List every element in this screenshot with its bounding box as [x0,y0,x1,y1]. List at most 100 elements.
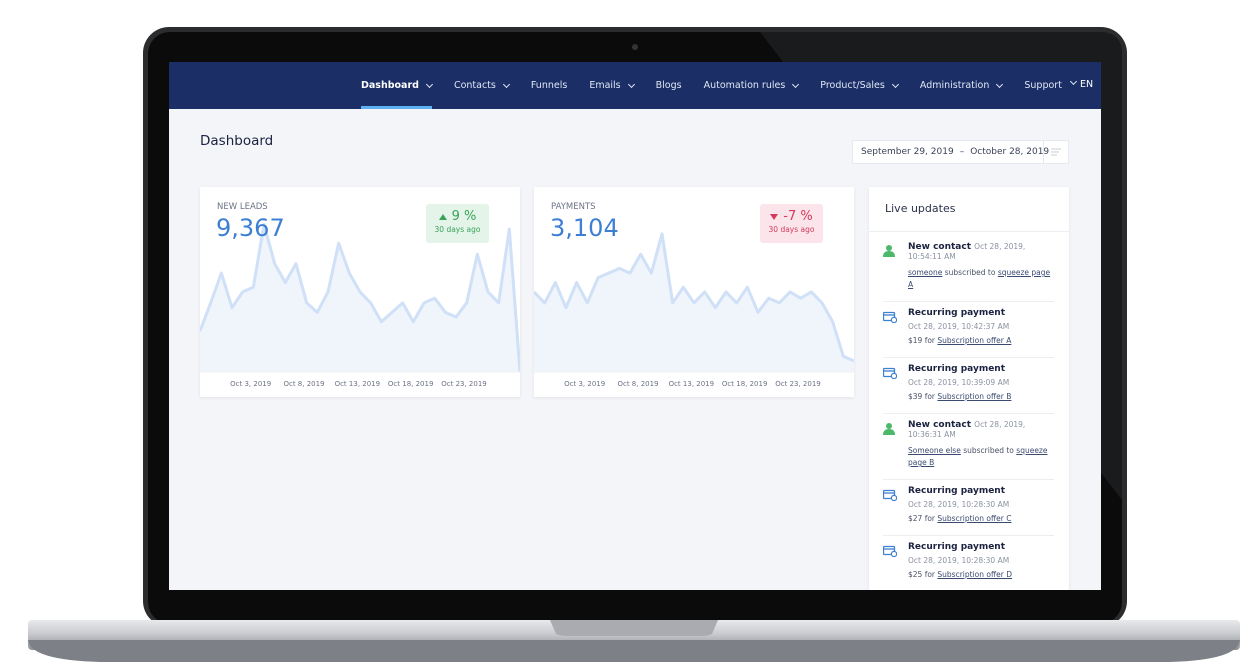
icon-cycle [890,494,897,501]
change-period: 30 days ago [768,225,815,234]
item-text: $25 for Subscription offer D [908,569,1054,581]
item-time: Oct 28, 2019, 10:54:11 AM [908,242,1026,261]
card-label: NEW LEADS [217,202,268,212]
item-heading: Recurring payment [908,486,1006,496]
change-value: 9 % [451,209,477,224]
item-link[interactable]: squeeze page B [908,446,1048,467]
item-text-part: $39 for [908,392,938,401]
x-tick-label: Oct 3, 2019 [230,380,271,388]
nav-item[interactable]: Blogs [656,62,682,109]
nav-item[interactable]: Dashboard [361,62,433,109]
payment-icon [883,311,897,323]
item-time: Oct 28, 2019, 10:28:30 AM [908,500,1010,509]
live-updates: Live updates New contact Oct 28, 2019, 1… [869,187,1069,590]
line [534,232,854,363]
icon-card [883,489,896,500]
page-title: Dashboard [200,133,274,149]
nav-item[interactable]: Support [1024,62,1062,109]
item-text-part: $27 for [908,514,938,523]
language[interactable]: EN [1080,79,1094,90]
nav-bar: Dashboard Contacts Funnels Emails Blogs Autom… [169,62,1101,109]
icon-head [886,423,892,429]
x-tick-label: Oct 8, 2019 [617,380,658,388]
item-time: Oct 28, 2019, 10:39:09 AM [908,378,1010,387]
user-menu-chevron[interactable] [1069,77,1078,86]
nav-label: Funnels [530,80,568,91]
nav-chevron [502,80,510,88]
nav-label: Contacts [453,80,496,91]
change-arrow [438,213,447,220]
x-tick-label: Oct 23, 2019 [775,380,821,388]
chart: Oct 3, 2019 Oct 8, 2019 Oct 13, 2019 Oct 18… [200,222,520,388]
chart: Oct 3, 2019 Oct 8, 2019 Oct 13, 2019 Oct 18… [534,232,854,388]
nav-label: Dashboard [361,80,419,91]
item-link[interactable]: Subscription offer D [937,570,1013,579]
x-tick-label: Oct 13, 2019 [335,380,381,388]
metric-card: Oct 3, 2019 Oct 8, 2019 Oct 13, 2019 Oct 18… [200,187,520,397]
item-title: Recurring payment Oct 28, 2019, 10:28:30… [908,486,1054,509]
card-total: 3,104 [550,214,619,242]
nav-label: Support [1024,80,1062,91]
item-text: $27 for Subscription offer C [908,513,1054,525]
nav-label: Emails [589,80,621,91]
item-heading: New contact [908,420,972,430]
item-link[interactable]: Subscription offer A [937,336,1012,345]
icon-head [886,245,892,251]
nav-label: Administration [919,80,990,91]
nav-item[interactable]: Funnels [531,62,567,109]
nav-chevron [996,80,1004,88]
icon-card [883,367,896,378]
item-text: $39 for Subscription offer B [908,391,1054,403]
x-tick-label: Oct 18, 2019 [388,380,434,388]
item-heading: Recurring payment [908,542,1006,552]
icon-body [883,429,895,435]
icon-cycle [890,316,897,323]
change-badge: -7 % 30 days ago [760,204,823,243]
item-link[interactable]: someone [908,268,943,277]
item-title: New contact Oct 28, 2019, 10:54:11 AM [908,242,1054,262]
change-period: 30 days ago [434,225,481,234]
item-link[interactable]: squeeze page A [908,268,1051,289]
icon-cycle [890,550,897,557]
item-time: Oct 28, 2019, 10:36:31 AM [908,420,1026,439]
card-total: 9,367 [216,214,285,242]
update-item: Recurring payment Oct 28, 2019, 10:42:37… [883,302,1054,358]
item-text-part: subscribed to [960,446,1017,455]
nav-item[interactable]: Contacts [453,62,510,109]
update-item: New contact Oct 28, 2019, 10:36:31 AM Som… [883,414,1054,480]
nav-label: Automation rules [703,80,786,91]
filter-icon[interactable] [1043,141,1068,163]
nav-chevron [891,80,899,88]
nav-label: Product/Sales [820,80,885,91]
change-value: -7 % [783,209,813,224]
payment-icon [883,545,897,557]
nav-item[interactable]: Product/Sales [820,62,899,109]
item-text: Someone else subscribed to squeeze page … [908,445,1054,469]
x-tick-label: Oct 8, 2019 [283,380,324,388]
date-to: October 28, 2019 [970,147,1050,157]
item-text-part: $25 for [908,570,938,579]
item-text-part: $19 for [908,336,938,345]
item-time: Oct 28, 2019, 10:28:30 AM [908,556,1010,565]
item-link[interactable]: Subscription offer B [937,392,1012,401]
nav-item[interactable]: Administration [919,62,1004,109]
item-heading: New contact [908,242,972,252]
x-tick-label: Oct 18, 2019 [722,380,768,388]
nav-item[interactable]: Emails [589,62,635,109]
update-item: Recurring payment Oct 28, 2019, 10:39:09… [883,358,1054,414]
contact-icon [883,245,895,257]
date-range[interactable]: September 29, 2019 – October 28, 2019 [852,140,1069,164]
nav-item[interactable]: Automation rules [703,62,800,109]
nav-chevron [627,80,635,88]
live-list: New contact Oct 28, 2019, 10:54:11 AM som… [883,236,1054,590]
item-link[interactable]: Subscription offer C [937,514,1012,523]
contact-icon [883,423,895,435]
item-link[interactable]: Someone else [908,446,961,455]
x-tick-label: Oct 13, 2019 [669,380,715,388]
date-from: September 29, 2019 [861,147,954,157]
payment-icon [883,367,897,379]
area [200,224,520,372]
item-text: someone subscribed to squeeze page A [908,267,1054,291]
nav-chevron [425,80,433,88]
